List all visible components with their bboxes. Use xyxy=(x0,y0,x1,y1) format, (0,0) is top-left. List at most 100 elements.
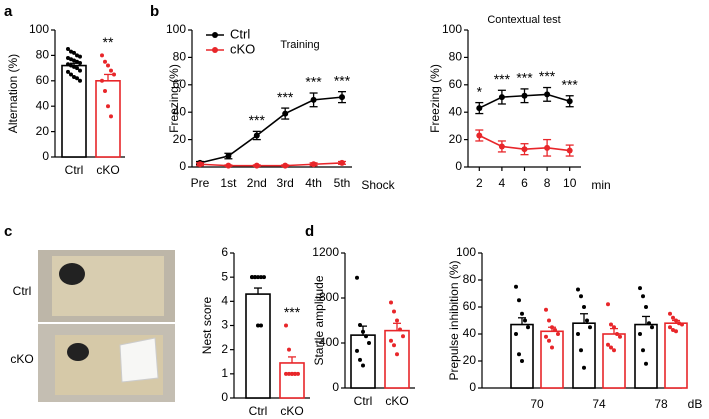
data-point xyxy=(256,323,260,328)
y-tick-label: 400 xyxy=(319,335,339,349)
data-point xyxy=(75,53,79,58)
data-point xyxy=(361,363,365,368)
marker xyxy=(521,92,528,99)
data-point xyxy=(579,294,583,299)
marker xyxy=(310,96,317,103)
y-tick-label: 60 xyxy=(36,73,50,87)
data-point xyxy=(641,294,645,299)
data-point xyxy=(547,318,551,323)
data-point xyxy=(585,318,589,323)
data-point xyxy=(576,332,580,336)
marker xyxy=(197,161,203,168)
y-tick-label: 5 xyxy=(221,269,228,283)
y-tick-label: 60 xyxy=(449,77,463,91)
marker xyxy=(544,144,551,151)
bar xyxy=(245,293,271,399)
data-point xyxy=(523,318,527,323)
data-point xyxy=(582,365,586,370)
data-point xyxy=(389,300,393,305)
x-tick-label: Ctrl xyxy=(354,394,373,408)
marker xyxy=(339,159,345,166)
series-line xyxy=(199,162,343,167)
y-tick-label: 2 xyxy=(221,342,228,356)
marker xyxy=(476,132,483,139)
y-tick-label: 3 xyxy=(221,318,228,332)
y-tick-label: 20 xyxy=(449,132,463,146)
data-point xyxy=(72,50,76,55)
data-point xyxy=(647,321,651,326)
annotation: *** xyxy=(249,112,266,128)
x-tick-label: Ctrl xyxy=(65,163,84,177)
annotation: *** xyxy=(494,71,511,87)
data-point xyxy=(75,59,79,64)
bar xyxy=(384,329,410,389)
marker xyxy=(566,98,573,105)
marker xyxy=(498,94,505,101)
y-tick-label: 100 xyxy=(456,245,476,259)
marker xyxy=(498,143,505,150)
data-point xyxy=(103,88,107,93)
y-tick-label: 100 xyxy=(29,22,49,36)
data-point xyxy=(284,371,288,376)
annotation: ** xyxy=(103,34,114,50)
data-point xyxy=(78,68,82,73)
annotation: * xyxy=(477,83,483,99)
y-tick-label: 6 xyxy=(221,245,228,259)
data-point xyxy=(668,311,672,316)
x-tick-label: cKO xyxy=(280,404,303,418)
data-point xyxy=(109,68,113,73)
panel-label: b xyxy=(150,3,159,20)
annotation: *** xyxy=(562,76,579,92)
x-tick-label: 5th xyxy=(334,176,351,190)
data-point xyxy=(520,359,524,363)
data-point xyxy=(72,64,76,69)
bar xyxy=(350,334,376,389)
photo-label: cKO xyxy=(10,352,33,366)
y-tick-label: 0 xyxy=(179,159,186,173)
data-point xyxy=(389,338,393,343)
data-point xyxy=(112,72,116,77)
data-point xyxy=(609,345,613,350)
data-point xyxy=(290,371,294,376)
paper xyxy=(119,337,159,383)
data-point xyxy=(576,287,580,292)
x-tick-label: 10 xyxy=(563,176,577,190)
y-tick-label: 100 xyxy=(442,22,462,36)
data-point xyxy=(612,348,616,353)
data-point xyxy=(606,302,610,307)
marker xyxy=(282,162,289,169)
y-tick-label: 80 xyxy=(173,50,187,64)
y-tick-label: 1 xyxy=(221,366,228,380)
x-tick-label: 8 xyxy=(544,176,551,190)
marker xyxy=(253,162,260,169)
data-point xyxy=(392,343,396,348)
data-point xyxy=(106,63,110,68)
y-tick-label: 40 xyxy=(36,98,50,112)
panel-label: d xyxy=(305,223,314,240)
y-tick-label: 60 xyxy=(463,299,477,313)
data-point xyxy=(674,318,678,323)
annotation: *** xyxy=(277,89,294,105)
data-point xyxy=(612,325,616,330)
data-point xyxy=(250,275,254,280)
y-tick-label: 100 xyxy=(166,22,186,36)
x-tick-label: 2nd xyxy=(247,176,267,190)
data-point xyxy=(514,284,518,289)
data-point xyxy=(69,63,73,68)
x-tick-label: 3rd xyxy=(277,176,294,190)
y-axis-label: Freezing (%) xyxy=(428,64,442,133)
y-tick-label: 800 xyxy=(319,290,339,304)
y-axis-label: Alternation (%) xyxy=(6,54,20,133)
y-axis-label: Startle amplitude xyxy=(312,275,326,365)
panel-label: a xyxy=(4,3,13,20)
y-tick-label: 40 xyxy=(463,326,477,340)
x-tick-label: cKO xyxy=(385,394,408,408)
marker xyxy=(282,110,289,117)
annotation: *** xyxy=(305,74,322,90)
y-tick-label: 0 xyxy=(42,149,49,163)
data-point xyxy=(544,334,548,339)
data-point xyxy=(253,275,257,280)
data-point xyxy=(66,69,70,74)
data-point xyxy=(355,348,359,353)
